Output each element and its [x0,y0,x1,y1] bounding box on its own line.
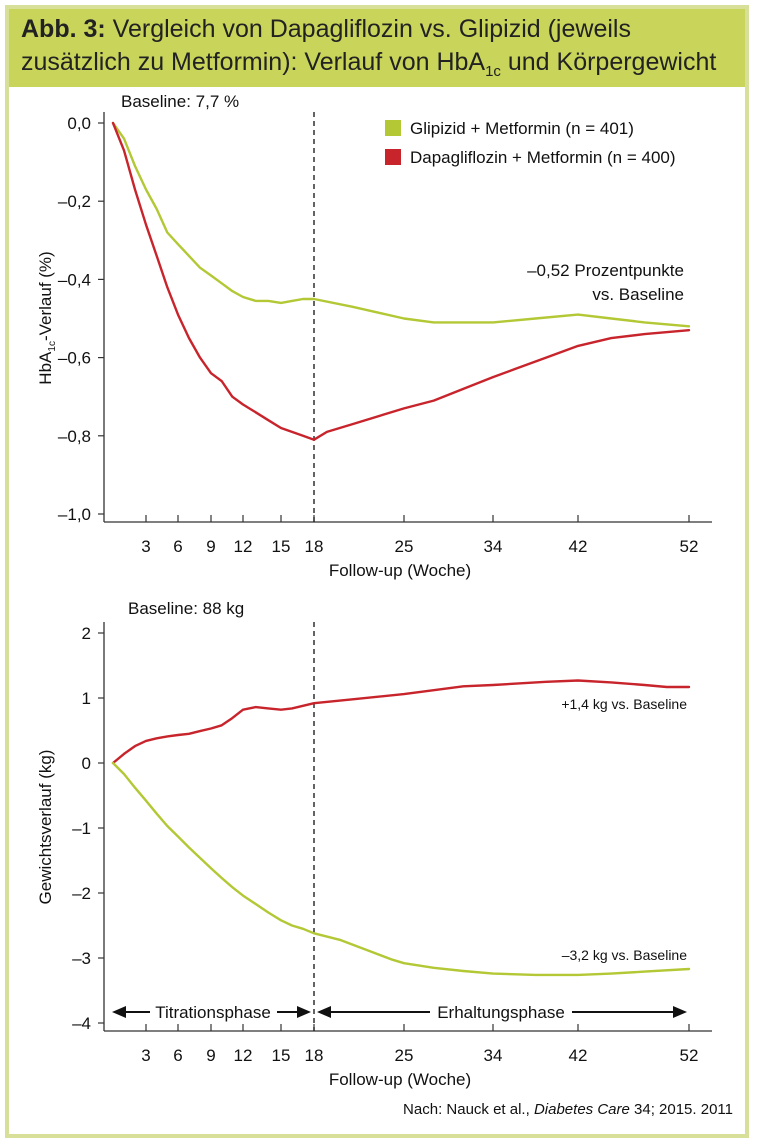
y-tick-label: –4 [72,1014,91,1033]
x-tick-label: 18 [305,537,324,556]
chart-panel-weight: 2 1 0 –1 –2 –3 –4 3 6 9 12 15 18 25 34 42 52 Follow-up (W… [36,599,712,1089]
x-tick-label: 25 [395,537,414,556]
legend-swatch-glipizid [385,120,401,136]
y-tick-label: –0,8 [58,427,91,446]
x-tick-label: 34 [484,1046,503,1065]
y-tick-label: 2 [82,624,91,643]
series-line-dapagliflozin [111,679,691,765]
titration-arrowhead-left [112,1006,126,1018]
baseline-label: Baseline: 88 kg [128,599,244,618]
y-label-sub: 1c [47,341,58,352]
x-tick-label: 42 [569,1046,588,1065]
x-tick-label: 3 [141,1046,150,1065]
title-subscript: 1c [485,63,501,80]
y-tick-label: 1 [82,689,91,708]
figure-title-text: Vergleich von Dapagliflozin vs. Glipizid… [21,15,717,80]
y-tick-label: –0,6 [58,349,91,368]
legend-swatch-dapagliflozin [385,149,401,165]
legend-label-dapagliflozin: Dapagliflozin + Metformin (n = 400) [410,148,676,167]
x-tick-label: 25 [395,1046,414,1065]
legend-label-glipizid: Glipizid + Metformin (n = 401) [410,119,634,138]
x-tick-label: 6 [173,537,182,556]
x-tick-label: 9 [206,1046,215,1065]
series-line-dapagliflozin [111,121,691,441]
y-axis-label: Gewichtsverlauf (kg) [36,750,55,905]
figure-header [9,9,745,87]
y-tick-label: –3 [72,949,91,968]
titration-phase-label: Titrationsphase [155,1003,271,1022]
x-tick-label: 42 [569,537,588,556]
y-tick-label: –2 [72,884,91,903]
figure-frame [5,5,749,1138]
y-label-rest: -Verlauf (%) [36,251,55,341]
x-tick-label: 52 [680,537,699,556]
x-tick-label: 12 [234,537,253,556]
chart-panel-hba1c: 0,0 –0,2 –0,4 –0,6 –0,8 –1,0 3 6 9 12 15 18 25 34 42 52… [36,92,712,580]
y-tick-label: –1,0 [58,505,91,524]
figure-label: Abb. 3: [21,15,106,43]
y-label-main: HbA [36,351,55,385]
x-tick-label: 15 [272,1046,291,1065]
x-tick-label: 12 [234,1046,253,1065]
x-tick-label: 34 [484,537,503,556]
figure-title: Abb. 3: Vergleich von Dapagliflozin vs. … [21,13,741,88]
titration-arrowhead-right [297,1006,311,1018]
x-tick-label: 6 [173,1046,182,1065]
x-axis-label: Follow-up (Woche) [329,1070,471,1089]
weight-annotation-dapagliflozin: +1,4 kg vs. Baseline [561,696,687,712]
maintenance-phase-label: Erhaltungsphase [437,1003,565,1022]
baseline-label: Baseline: 7,7 % [121,92,239,111]
weight-annotation-glipizid: –3,2 kg vs. Baseline [562,947,688,963]
x-tick-label: 9 [206,537,215,556]
y-tick-label: –0,2 [58,192,91,211]
y-tick-label: 0,0 [67,114,91,133]
x-tick-label: 52 [680,1046,699,1065]
source-journal: Diabetes Care [533,1101,630,1118]
series-line-glipizid [111,121,691,328]
source-citation: Nach: Nauck et al., Diabetes Care 34; 20… [403,1101,733,1118]
hba1c-annotation-line: –0,52 Prozentpunkte [527,261,684,280]
y-tick-label: –0,4 [58,270,91,289]
series-line-glipizid [111,761,691,977]
source-prefix: Nach: Nauck et al., [403,1101,534,1118]
source-suffix: 34; 2015. 2011 [629,1101,733,1118]
hba1c-annotation-line: vs. Baseline [592,285,684,304]
y-axis-label: HbA1c-Verlauf (%) [36,251,58,384]
maintenance-arrowhead-left [317,1006,331,1018]
y-tick-label: –1 [72,819,91,838]
x-axis-label: Follow-up (Woche) [329,561,471,580]
x-tick-label: 15 [272,537,291,556]
x-tick-label: 18 [305,1046,324,1065]
maintenance-arrowhead-right [673,1006,687,1018]
x-tick-label: 3 [141,537,150,556]
y-tick-label: 0 [82,754,91,773]
